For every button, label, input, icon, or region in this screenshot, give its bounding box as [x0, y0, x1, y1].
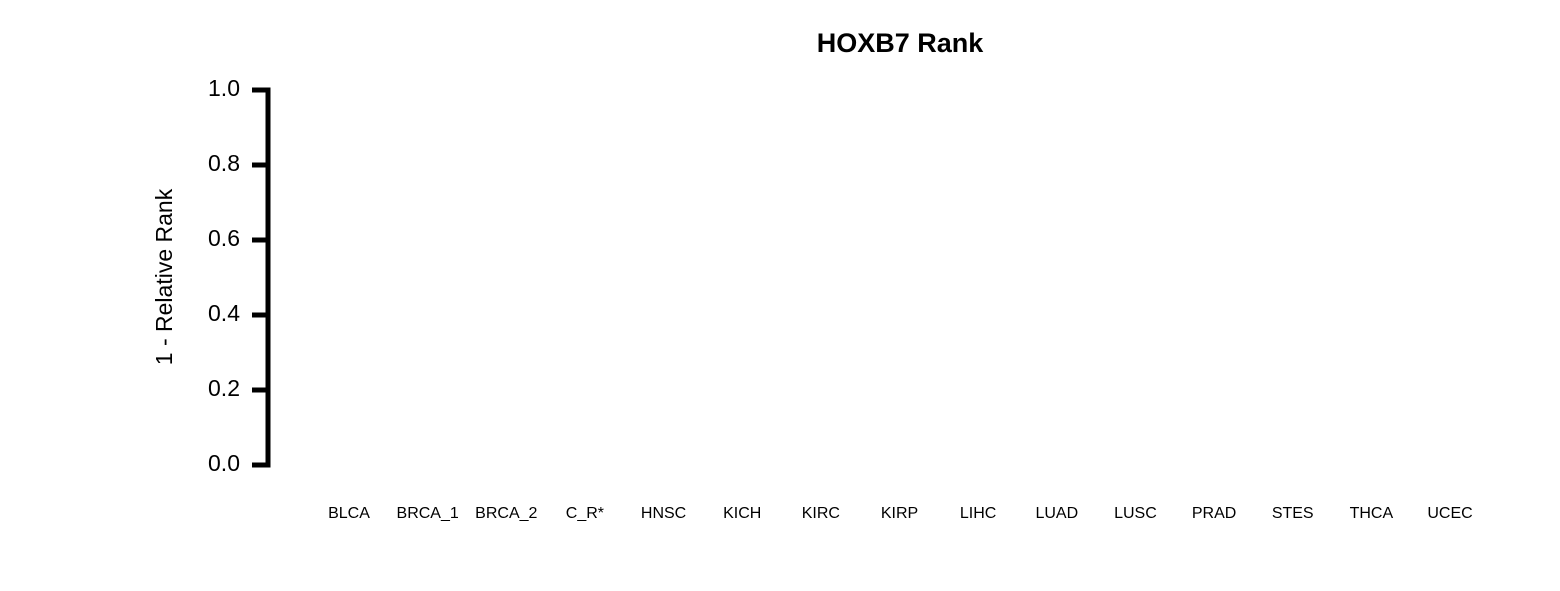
x-tick-label: BRCA_2	[475, 505, 537, 522]
y-tick-label: 0.8	[208, 150, 240, 176]
x-tick-label: LUAD	[1035, 505, 1078, 522]
y-axis-label: 1 - Relative Rank	[151, 188, 177, 365]
y-tick-label: 0.0	[208, 450, 240, 476]
x-tick-label: LIHC	[960, 505, 996, 522]
x-tick-label: UCEC	[1427, 505, 1472, 522]
x-tick-label: BLCA	[328, 505, 370, 522]
y-tick-label: 0.2	[208, 375, 240, 401]
x-tick-label: KIRP	[881, 505, 918, 522]
x-tick-label: THCA	[1350, 505, 1394, 522]
x-tick-label: STES	[1272, 505, 1314, 522]
chart-title: HOXB7 Rank	[817, 28, 985, 58]
y-tick-label: 0.6	[208, 225, 240, 251]
x-tick-label: PRAD	[1192, 505, 1236, 522]
y-tick-label: 0.4	[208, 300, 240, 326]
y-tick-label: 1.0	[208, 75, 240, 101]
x-tick-label: KIRC	[802, 505, 840, 522]
x-tick-label: LUSC	[1114, 505, 1157, 522]
x-tick-label: BRCA_1	[397, 505, 459, 522]
x-tick-label: C_R*	[566, 505, 604, 522]
x-tick-label: KICH	[723, 505, 761, 522]
x-tick-label: HNSC	[641, 505, 686, 522]
